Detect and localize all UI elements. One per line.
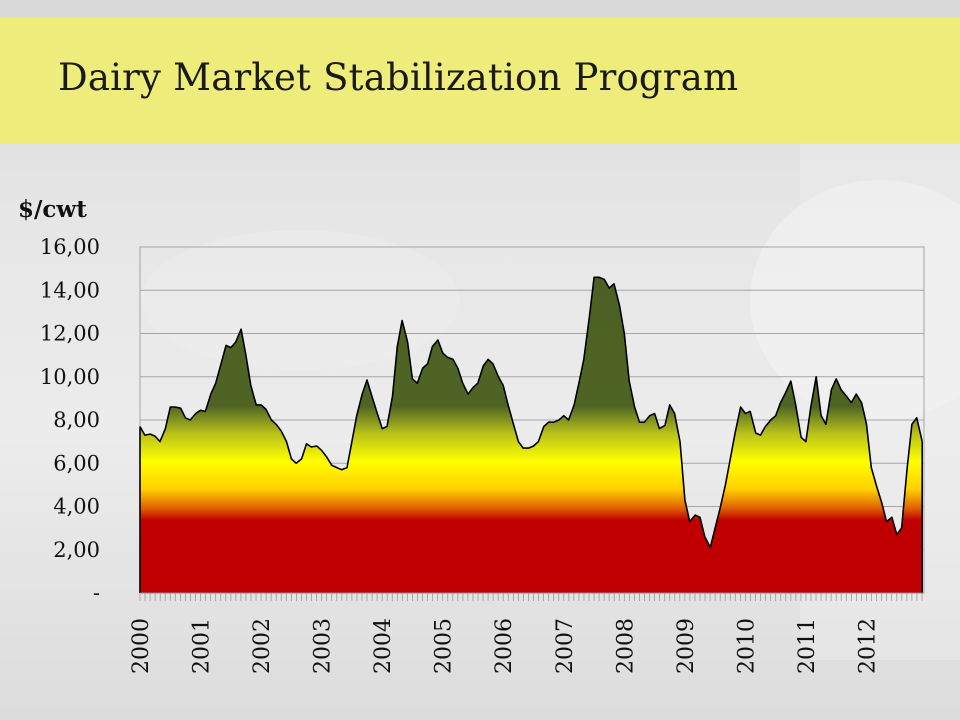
- y-tick-label: 10,00: [40, 365, 100, 389]
- y-tick-label: -: [93, 581, 100, 605]
- x-tick-label: 2003: [311, 618, 336, 674]
- y-tick-label: 12,00: [40, 322, 100, 346]
- x-tick-label: 2005: [432, 618, 457, 674]
- y-tick-label: 14,00: [40, 278, 100, 302]
- y-tick-label: 4,00: [53, 495, 100, 519]
- x-tick-label: 2008: [613, 618, 638, 674]
- y-tick-label: 2,00: [53, 538, 100, 562]
- slide-title: Dairy Market Stabilization Program: [58, 56, 739, 99]
- x-tick-label: 2010: [734, 618, 759, 674]
- x-tick-label: 2001: [190, 618, 215, 674]
- x-tick-label: 2002: [250, 618, 275, 674]
- x-tick-label: 2000: [129, 618, 154, 674]
- series-layer: [139, 276, 923, 593]
- y-tick-label: 16,00: [40, 235, 100, 259]
- x-tick-label: 2011: [795, 618, 820, 674]
- title-band: [0, 18, 960, 144]
- x-tick-label: 2004: [371, 618, 396, 674]
- price-line: [139, 276, 923, 549]
- price-area: [140, 277, 923, 593]
- y-tick-label: 8,00: [53, 408, 100, 432]
- y-axis-unit-label: $/cwt: [18, 196, 87, 223]
- y-tick-label: 6,00: [53, 451, 100, 475]
- x-tick-label: 2009: [674, 618, 699, 674]
- x-tick-label: 2007: [553, 618, 578, 674]
- x-tick-label: 2006: [492, 618, 517, 674]
- x-tick-label: 2012: [855, 618, 880, 674]
- y-axis: - 2,00 4,00 6,00 8,00 10,00 12,00 14,00 16,00: [40, 235, 100, 605]
- x-axis: 2000 2001 2002 2003 2004 2005 2006 2007 2008 2009…: [129, 592, 924, 674]
